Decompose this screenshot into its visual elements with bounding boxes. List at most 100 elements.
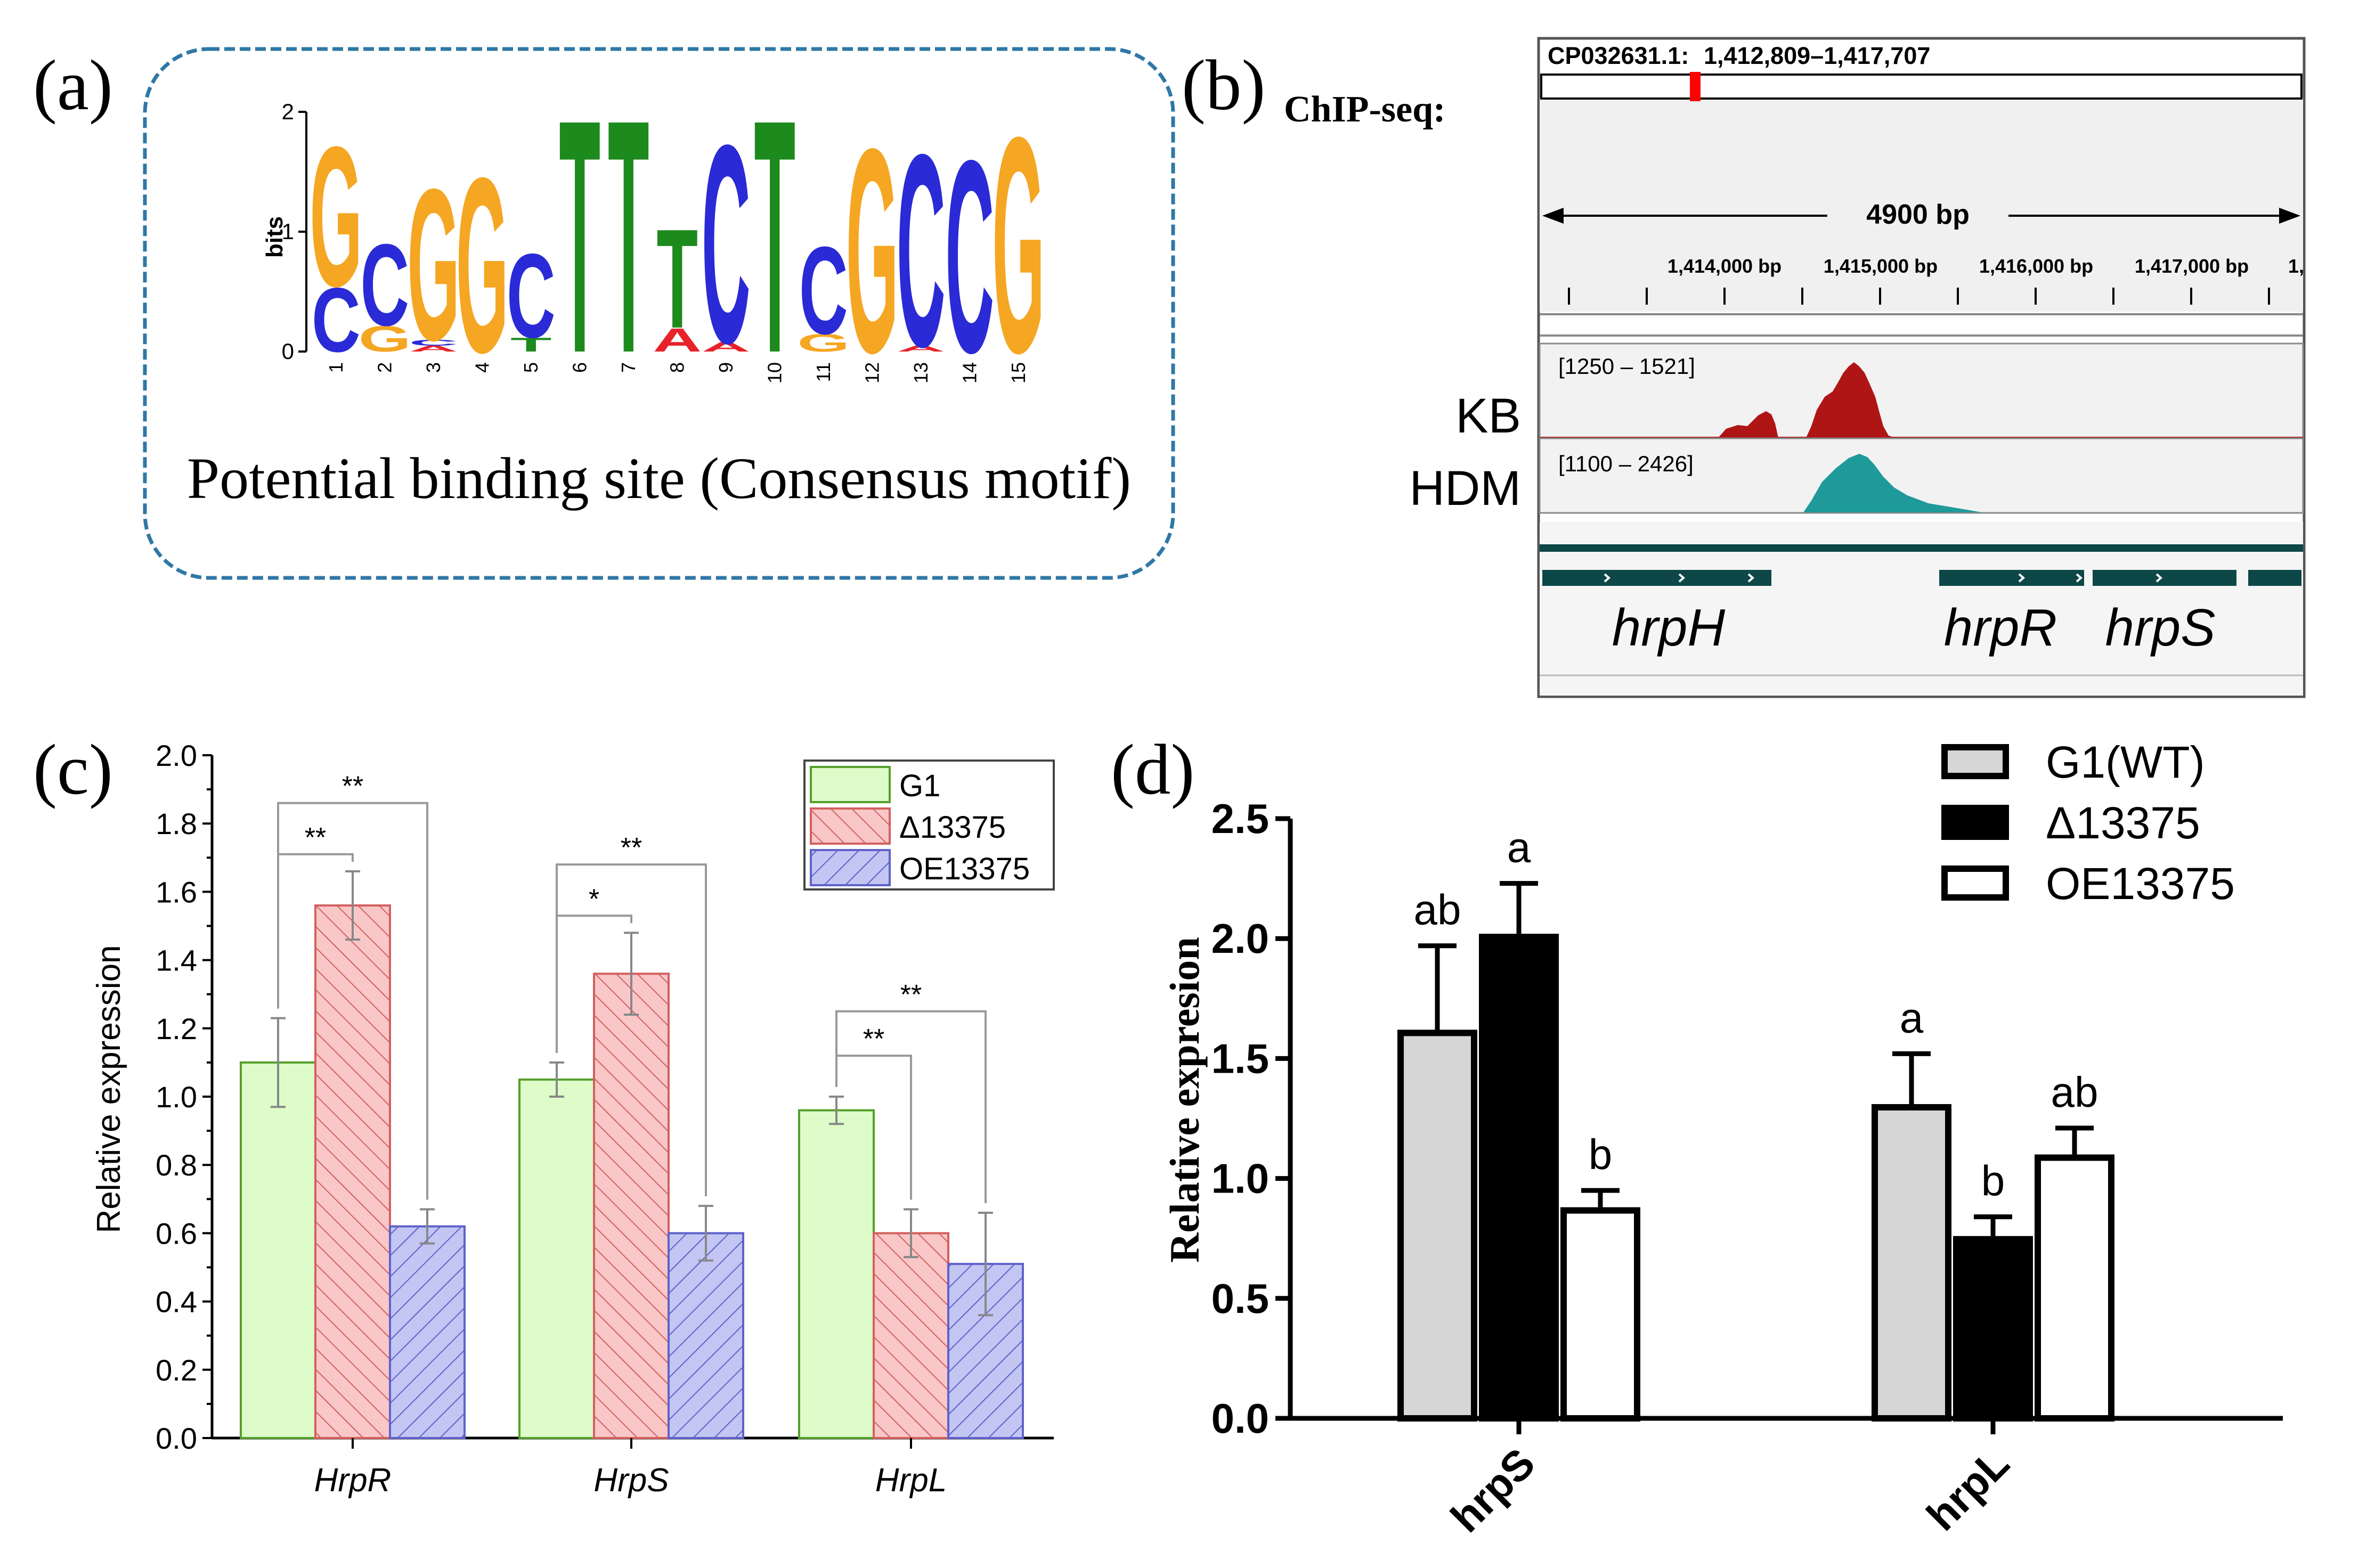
chart-d-bar [1872, 1104, 1951, 1422]
panel-d-label: (d) [1111, 730, 1194, 810]
chart-d-legend-label-delta: Δ13375 [2046, 798, 2200, 848]
chart-d-significance-letter: a [1900, 994, 1924, 1041]
chart-d-y-tick-label: 2.5 [1211, 795, 1269, 842]
logo-position-label: 8 [666, 362, 688, 373]
hdm-track-range: [1100 – 2426] [1558, 451, 1694, 476]
logo-position-label: 3 [422, 362, 444, 373]
logo-y-tick-label: 0 [282, 339, 294, 364]
span-label: 4900 bp [1866, 199, 1970, 230]
panel-d: (d) Relative expresion 0.0 0.5 1.0 1.5 2.0 2.… [1111, 730, 2283, 1541]
logo-position-label: 4 [471, 362, 493, 373]
logo-letter-glyph: G [359, 318, 411, 360]
logo-letter-A: A [653, 322, 702, 359]
chart-c-bar [873, 1232, 949, 1439]
logo-y-tick-label: 2 [282, 99, 294, 124]
chart-c-legend-swatch-delta [810, 807, 891, 845]
chart-c-y-tick-label: 1.0 [156, 1080, 197, 1114]
logo-letter-glyph: C [360, 219, 409, 350]
chart-d-legend-label-wt: G1(WT) [2046, 737, 2205, 787]
chart-c-legend-label-oe: OE13375 [899, 852, 1030, 886]
logo-letter-T: T [510, 333, 552, 356]
logo-letter-A: A [409, 344, 458, 353]
logo-letter-T: T [559, 51, 600, 422]
logo-letter-G: G [797, 329, 850, 357]
logo-letter-glyph: G [797, 329, 850, 357]
panel-a-label: (a) [33, 46, 113, 125]
chart-c-significance-bracket [277, 802, 428, 1200]
logo-letter-C: C [409, 338, 458, 347]
panel-c-label: (c) [33, 730, 113, 810]
chart-c-y-tick-label: 1.4 [156, 944, 197, 977]
scale-tick-label-1: 1,414,000 bp [1668, 255, 1782, 277]
span-arrow-right-head [2279, 208, 2300, 224]
gene-hrps-block [2093, 570, 2236, 586]
gene-label-hrph: hrpH [1612, 598, 1726, 657]
chart-c-bar [798, 1109, 875, 1439]
kb-track-peak-minor [1718, 411, 1778, 438]
kb-track-range: [1250 – 1521] [1558, 354, 1695, 379]
chart-d-bar [1953, 1236, 2033, 1422]
logo-letter-glyph: A [897, 344, 946, 353]
chart-d-bar [2035, 1154, 2114, 1422]
chart-c-legend-label-g1: G1 [899, 769, 940, 803]
chart-c-y-tick-label: 2.0 [156, 739, 197, 772]
chart-d-bar [1397, 1030, 1477, 1422]
chart-c-significance-label: ** [305, 822, 326, 853]
logo-letter-T: T [608, 51, 649, 422]
logo-letter-C: C [312, 269, 361, 371]
logo-position-label: 13 [910, 362, 932, 383]
chart-c-significance-label: ** [342, 771, 363, 802]
chart-d-y-tick-label: 2.0 [1211, 915, 1269, 962]
chart-c-y-tick-label: 0.6 [156, 1216, 197, 1250]
span-arrow-left-head [1542, 208, 1564, 224]
logo-letter-glyph: C [945, 103, 994, 410]
logo-letter-A: A [702, 340, 751, 355]
logo-letter-glyph: C [312, 269, 361, 371]
logo-letter-glyph: G [846, 89, 899, 414]
logo-position-label: 15 [1007, 362, 1029, 383]
motif-frame [143, 47, 1175, 580]
span-label-bg [1827, 192, 2008, 234]
chart-c-y-tick-label: 0.2 [156, 1353, 197, 1387]
locus-id: CP032631.1: [1548, 42, 1689, 69]
logo-letter-C: C [360, 219, 409, 350]
chart-c-significance-label: ** [900, 979, 922, 1010]
chart-d-legend-label-oe: OE13375 [2046, 859, 2235, 909]
gene-next-block [2248, 570, 2301, 586]
logo-letter-glyph: A [409, 344, 458, 353]
logo-position-label: 9 [715, 362, 737, 373]
logo-letter-glyph: G [407, 144, 460, 386]
scale-tick-label-5: 1, [2288, 255, 2304, 277]
chart-c-legend-swatch-oe [810, 849, 891, 886]
chart-d-bar [1479, 934, 1559, 1422]
logo-letter-glyph: A [653, 322, 702, 359]
chart-c-y-tick-label: 0.0 [156, 1422, 197, 1455]
chip-seq-label: ChIP-seq: [1284, 89, 1445, 130]
chart-c-bar [518, 1078, 595, 1439]
panel-b: (b) ChIP-seq: CP032631.1: 1,412,809–1,41… [1182, 37, 2306, 698]
logo-letter-glyph: C [409, 338, 458, 347]
chart-c-significance-label: ** [863, 1024, 884, 1055]
logo-letter-glyph: C [897, 97, 946, 404]
logo-letter-T: T [656, 200, 698, 358]
chart-c-x-tick-label: HrpL [875, 1462, 947, 1499]
chart-c-bar [240, 1061, 316, 1439]
chart-c-bar [668, 1232, 744, 1439]
kb-track-peak-main [1806, 362, 1897, 438]
gene-hrph-block [1542, 570, 1771, 586]
logo-position-label: 7 [617, 362, 639, 373]
logo-letter-glyph: A [702, 340, 751, 355]
chart-c-bar [389, 1225, 466, 1440]
chart-d-significance-letter: ab [1414, 886, 1461, 934]
chart-d-y-tick-label: 0.5 [1211, 1275, 1269, 1322]
logo-position-label: 6 [568, 362, 590, 373]
chart-d-significance-letter: ab [2051, 1068, 2098, 1116]
chart-d-legend-swatch-delta [1941, 805, 2009, 840]
logo-y-axis-label: bits [262, 216, 288, 258]
locus-range: 1,412,809–1,417,707 [1704, 42, 1930, 69]
scale-tick-label-3: 1,416,000 bp [1979, 255, 2093, 277]
logo-letter-A: A [897, 344, 946, 353]
logo-position-label: 5 [520, 362, 542, 373]
